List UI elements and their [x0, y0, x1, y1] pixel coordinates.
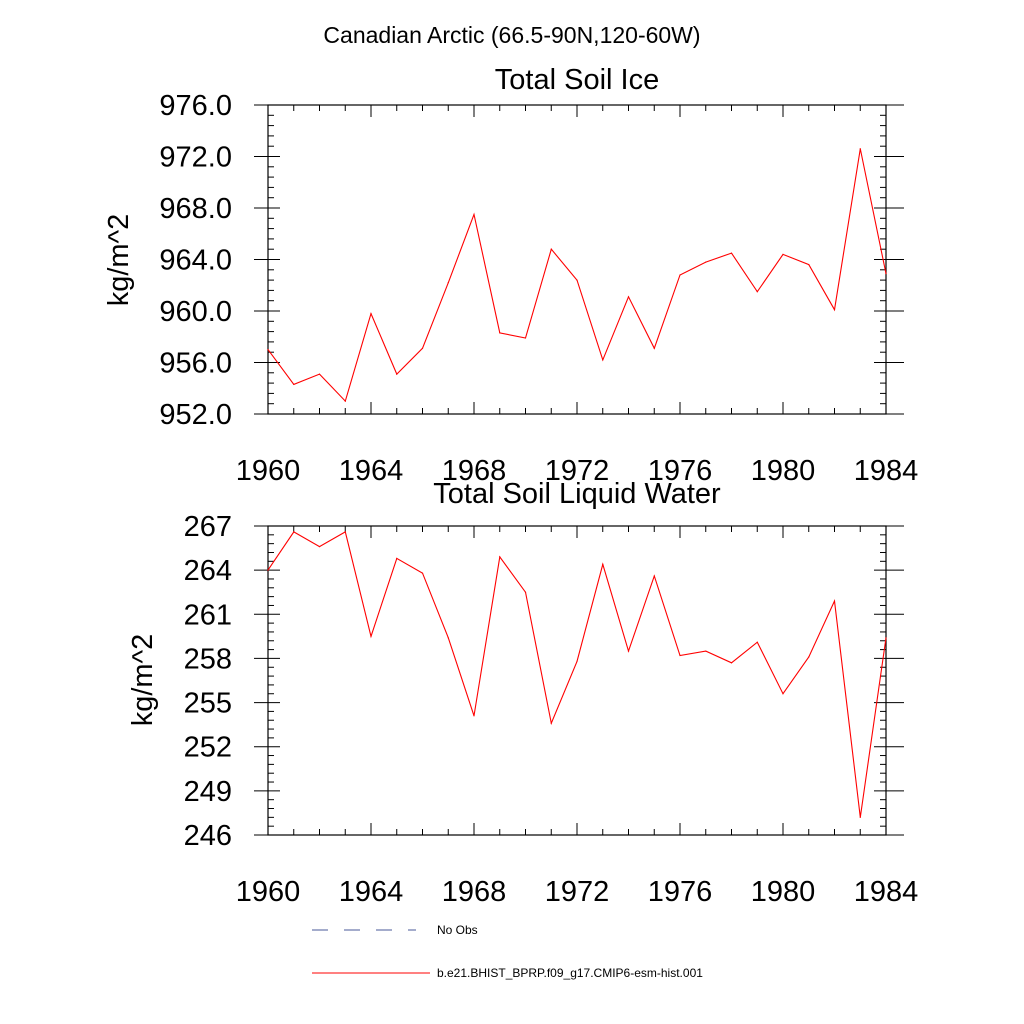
- x-tick-label: 1964: [339, 876, 404, 908]
- legend: No Obs b.e21.BHIST_BPRP.f09_g17.CMIP6-es…: [312, 923, 703, 980]
- data-point: [421, 347, 424, 349]
- data-point: [730, 252, 733, 254]
- legend-label-no-obs: No Obs: [437, 923, 478, 937]
- data-point: [293, 383, 295, 385]
- data-point: [679, 274, 681, 276]
- panel-title: Total Soil Liquid Water: [433, 478, 721, 510]
- y-tick-label: 960.0: [159, 296, 232, 328]
- data-point: [370, 312, 372, 315]
- data-point: [550, 722, 552, 724]
- data-point: [473, 213, 475, 216]
- x-tick-label: 1960: [236, 876, 301, 908]
- data-point: [782, 253, 784, 255]
- data-point: [318, 546, 321, 548]
- y-tick-label: 258: [184, 643, 232, 675]
- panel-total-soil-liquid-water: Total Soil Liquid Water kg/m^2 1960 1964 1…: [127, 478, 918, 908]
- x-tick-label: 1980: [751, 876, 816, 908]
- data-point: [576, 660, 578, 662]
- data-point: [576, 279, 578, 281]
- y-tick-label: 976.0: [159, 90, 232, 122]
- data-point: [627, 296, 630, 298]
- data-point: [679, 654, 681, 657]
- panel-title: Total Soil Ice: [495, 64, 659, 96]
- data-point: [859, 816, 861, 818]
- x-tick-label: 1964: [339, 455, 404, 487]
- data-point: [318, 373, 321, 375]
- data-point: [808, 656, 810, 658]
- data-point: [782, 693, 784, 695]
- x-tick-label: 1980: [751, 455, 816, 487]
- data-point: [473, 715, 475, 717]
- y-tick-label: 952.0: [159, 399, 232, 431]
- data-point: [267, 569, 269, 571]
- x-tick-label: 1972: [545, 455, 610, 487]
- data-point: [653, 575, 655, 577]
- data-point: [653, 347, 655, 349]
- x-tick-label: 1968: [442, 876, 507, 908]
- data-point: [885, 637, 887, 639]
- y-tick-label: 249: [184, 776, 232, 808]
- y-tick-label: 264: [184, 555, 232, 587]
- series-line: [267, 148, 887, 403]
- y-tick-label: 956.0: [159, 348, 232, 380]
- data-point: [833, 600, 836, 602]
- data-point: [808, 264, 810, 266]
- data-point: [627, 650, 630, 652]
- data-point: [705, 261, 707, 263]
- data-point: [756, 291, 758, 293]
- data-point: [396, 373, 398, 375]
- x-tick-label: 1976: [648, 455, 713, 487]
- data-point: [730, 662, 733, 664]
- data-point: [602, 359, 604, 361]
- data-point: [344, 531, 346, 533]
- data-point: [421, 572, 424, 574]
- y-tick-label: 246: [184, 820, 232, 852]
- data-point: [267, 349, 269, 351]
- data-point: [396, 557, 398, 559]
- y-tick-label: 964.0: [159, 245, 232, 277]
- data-point: [344, 400, 346, 402]
- data-point: [602, 563, 604, 565]
- x-tick-label: 1960: [236, 455, 301, 487]
- data-point: [447, 637, 449, 639]
- data-point: [833, 309, 836, 311]
- data-point: [550, 248, 552, 250]
- x-tick-label: 1984: [854, 876, 919, 908]
- data-point: [499, 556, 501, 558]
- plot-frame: [267, 525, 887, 836]
- series-line: [267, 531, 887, 818]
- data-point: [447, 282, 449, 284]
- x-tick-label: 1968: [442, 455, 507, 487]
- data-point: [524, 591, 527, 593]
- legend-label-model: b.e21.BHIST_BPRP.f09_g17.CMIP6-esm-hist.…: [437, 966, 703, 980]
- y-axis-label: kg/m^2: [127, 634, 159, 727]
- y-tick-label: 267: [184, 511, 232, 543]
- data-point: [293, 531, 295, 533]
- x-tick-label: 1984: [854, 455, 919, 487]
- data-point: [370, 635, 372, 637]
- y-tick-label: 261: [184, 599, 232, 631]
- x-tick-label: 1972: [545, 876, 610, 908]
- panel-total-soil-ice: Total Soil Ice kg/m^2 1960 1964 1968 1972 19…: [103, 64, 918, 487]
- data-point: [859, 148, 861, 150]
- data-point: [499, 332, 501, 334]
- data-point: [756, 641, 758, 643]
- data-point: [885, 273, 887, 275]
- y-tick-label: 255: [184, 688, 232, 720]
- data-point: [524, 337, 527, 339]
- plot-frame: [267, 104, 887, 415]
- y-tick-label: 972.0: [159, 142, 232, 174]
- data-point: [705, 650, 707, 652]
- y-tick-label: 968.0: [159, 193, 232, 225]
- y-axis-label: kg/m^2: [103, 214, 135, 307]
- figure-title: Canadian Arctic (66.5-90N,120-60W): [323, 22, 700, 48]
- y-tick-label: 252: [184, 732, 232, 764]
- x-tick-label: 1976: [648, 876, 713, 908]
